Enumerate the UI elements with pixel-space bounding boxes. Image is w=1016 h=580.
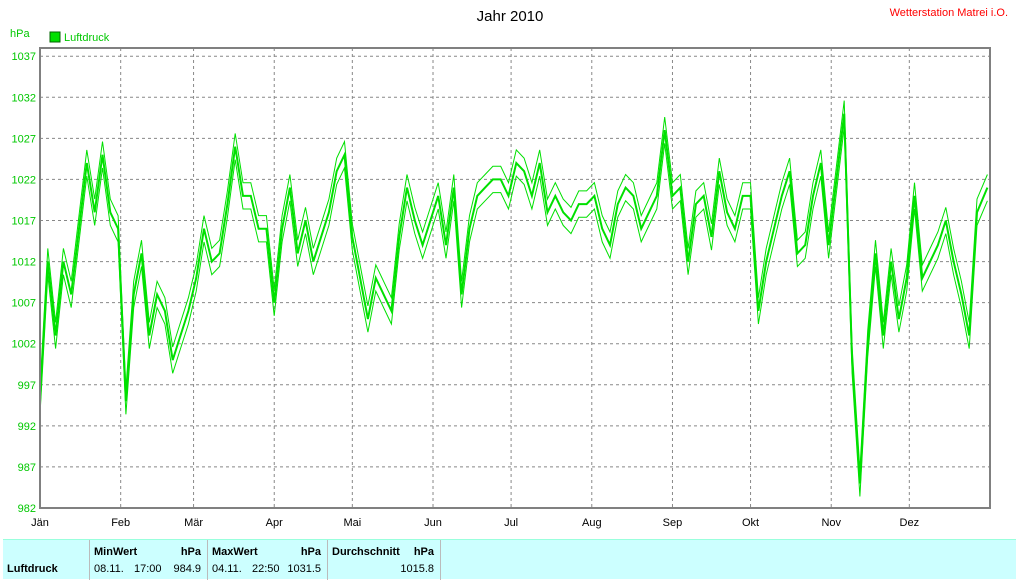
series-line — [39, 113, 989, 484]
series-lower-line — [39, 126, 988, 497]
y-tick-label: 1007 — [12, 298, 36, 310]
avg-stat: Durchschnitt hPa 1015.8 — [327, 540, 441, 580]
y-tick-label: 992 — [18, 421, 36, 433]
x-tick-label: Mär — [184, 517, 203, 529]
min-header: MinWert — [94, 546, 138, 558]
stats-row-label: Luftdruck — [7, 563, 58, 575]
x-tick-label: Jän — [31, 517, 49, 529]
series-upper-line — [39, 100, 988, 471]
min-date: 08.11. — [94, 563, 124, 575]
y-tick-label: 1032 — [12, 92, 36, 104]
legend-swatch — [49, 31, 61, 43]
max-date: 04.11. — [212, 563, 242, 575]
chart-title: Jahr 2010 — [477, 8, 544, 25]
legend-label: Luftdruck — [64, 32, 110, 44]
min-value: 984.9 — [173, 563, 201, 575]
min-unit: hPa — [180, 546, 201, 558]
y-tick-label: 1002 — [12, 339, 36, 351]
max-stat: MaxWert hPa 04.11. 22:50 1031.5 — [207, 540, 327, 580]
y-tick-label: 982 — [18, 503, 36, 515]
x-tick-label: Okt — [742, 517, 759, 529]
station-name: Wetterstation Matrei i.O. — [890, 7, 1008, 19]
max-unit: hPa — [300, 546, 321, 558]
chart: Jahr 2010 Wetterstation Matrei i.O. hPa … — [10, 7, 1008, 529]
y-ticks: 1037 1032 1027 1022 1017 1012 1007 1002 997 992 98… — [12, 51, 36, 515]
max-value: 1031.5 — [287, 563, 321, 575]
min-time: 17:00 — [134, 563, 162, 575]
avg-value: 1015.8 — [400, 563, 434, 575]
grid — [40, 48, 990, 508]
x-tick-label: Mai — [343, 517, 361, 529]
x-tick-label: Dez — [900, 517, 920, 529]
y-tick-label: 1012 — [12, 257, 36, 269]
x-ticks: Jän Feb Mär Apr Mai Jun Jul Aug Sep Okt Nov Dez — [31, 517, 919, 529]
x-tick-label: Sep — [663, 517, 683, 529]
x-tick-label: Nov — [821, 517, 841, 529]
y-tick-label: 1017 — [12, 216, 36, 228]
series-group — [39, 100, 989, 497]
min-stat: MinWert hPa 08.11. 17:00 984.9 — [89, 540, 207, 580]
y-tick-label: 997 — [18, 380, 36, 392]
x-tick-label: Jul — [504, 517, 518, 529]
avg-unit: hPa — [413, 546, 434, 558]
x-tick-label: Aug — [582, 517, 602, 529]
y-tick-label: 1037 — [12, 51, 36, 63]
x-tick-label: Feb — [111, 517, 130, 529]
max-header: MaxWert — [212, 546, 258, 558]
avg-header: Durchschnitt — [332, 546, 400, 558]
y-tick-label: 987 — [18, 462, 36, 474]
stats-panel: Luftdruck MinWert hPa 08.11. 17:00 984.9… — [3, 539, 1016, 580]
y-tick-label: 1022 — [12, 174, 36, 186]
plot-frame — [39, 47, 991, 509]
max-time: 22:50 — [252, 563, 280, 575]
y-tick-label: 1027 — [12, 133, 36, 145]
y-axis-label: hPa — [10, 28, 30, 40]
x-tick-label: Jun — [424, 517, 442, 529]
x-tick-label: Apr — [266, 517, 283, 529]
